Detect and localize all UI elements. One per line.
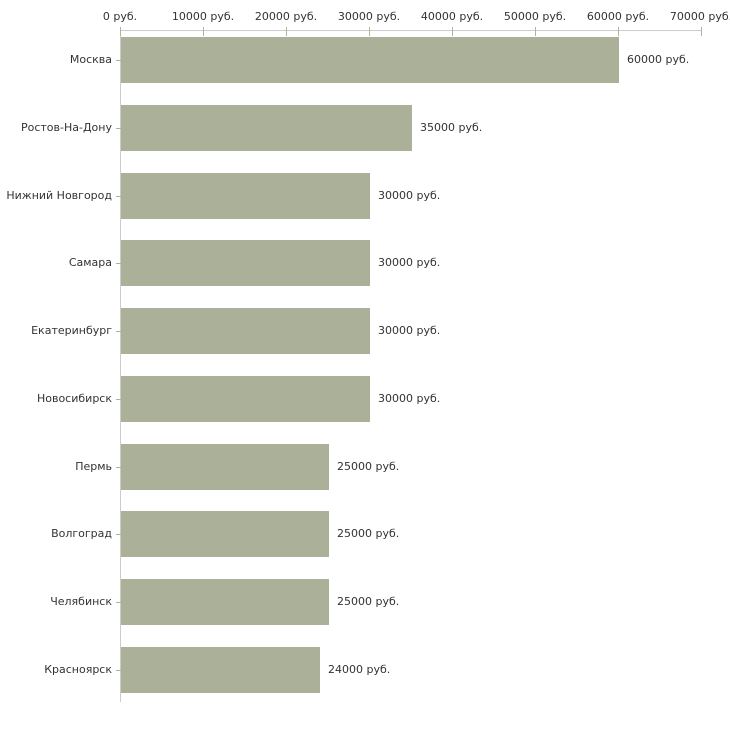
y-axis-line	[120, 30, 121, 702]
category-label: Екатеринбург	[31, 324, 112, 337]
value-label: 25000 руб.	[337, 460, 400, 473]
x-axis-tick-label: 0 руб.	[102, 10, 138, 23]
x-axis-tick-label: 10000 руб.	[171, 10, 235, 23]
x-axis-tick-mark	[203, 27, 204, 36]
x-axis-tick-label: 20000 руб.	[254, 10, 318, 23]
value-label: 30000 руб.	[378, 392, 441, 405]
category-label: Пермь	[75, 460, 112, 473]
category-tick-mark	[116, 399, 121, 400]
bar	[121, 647, 320, 693]
category-label: Красноярск	[44, 663, 112, 676]
category-tick-mark	[116, 331, 121, 332]
x-axis-tick-mark	[701, 27, 702, 36]
x-axis-tick-mark	[286, 27, 287, 36]
category-tick-mark	[116, 670, 121, 671]
value-label: 30000 руб.	[378, 256, 441, 269]
value-label: 24000 руб.	[328, 663, 391, 676]
bar	[121, 376, 370, 422]
bar	[121, 511, 329, 557]
bar	[121, 105, 412, 151]
category-label: Челябинск	[50, 595, 112, 608]
x-axis-line	[120, 30, 702, 31]
bar	[121, 444, 329, 490]
x-axis-tick-label: 60000 руб.	[586, 10, 650, 23]
category-label: Нижний Новгород	[6, 189, 112, 202]
value-label: 30000 руб.	[378, 324, 441, 337]
value-label: 25000 руб.	[337, 527, 400, 540]
value-label: 25000 руб.	[337, 595, 400, 608]
category-tick-mark	[116, 534, 121, 535]
x-axis-tick-label: 30000 руб.	[337, 10, 401, 23]
category-tick-mark	[116, 467, 121, 468]
category-tick-mark	[116, 263, 121, 264]
x-axis-tick-mark	[618, 27, 619, 36]
x-axis-tick-mark	[120, 27, 121, 36]
category-tick-mark	[116, 602, 121, 603]
category-tick-mark	[116, 196, 121, 197]
category-label: Самара	[68, 256, 112, 269]
category-label: Москва	[69, 53, 112, 66]
x-axis-tick-mark	[535, 27, 536, 36]
bar	[121, 37, 619, 83]
bar	[121, 579, 329, 625]
value-label: 35000 руб.	[420, 121, 483, 134]
x-axis-tick-label: 50000 руб.	[503, 10, 567, 23]
category-tick-mark	[116, 60, 121, 61]
value-label: 30000 руб.	[378, 189, 441, 202]
category-tick-mark	[116, 128, 121, 129]
x-axis-tick-mark	[369, 27, 370, 36]
category-label: Волгоград	[51, 527, 112, 540]
category-label: Новосибирск	[36, 392, 112, 405]
x-axis-tick-label: 70000 руб.	[669, 10, 730, 23]
x-axis-tick-mark	[452, 27, 453, 36]
value-label: 60000 руб.	[627, 53, 690, 66]
bar	[121, 240, 370, 286]
bar	[121, 308, 370, 354]
bar	[121, 173, 370, 219]
category-label: Ростов-На-Дону	[20, 121, 112, 134]
x-axis-tick-label: 40000 руб.	[420, 10, 484, 23]
